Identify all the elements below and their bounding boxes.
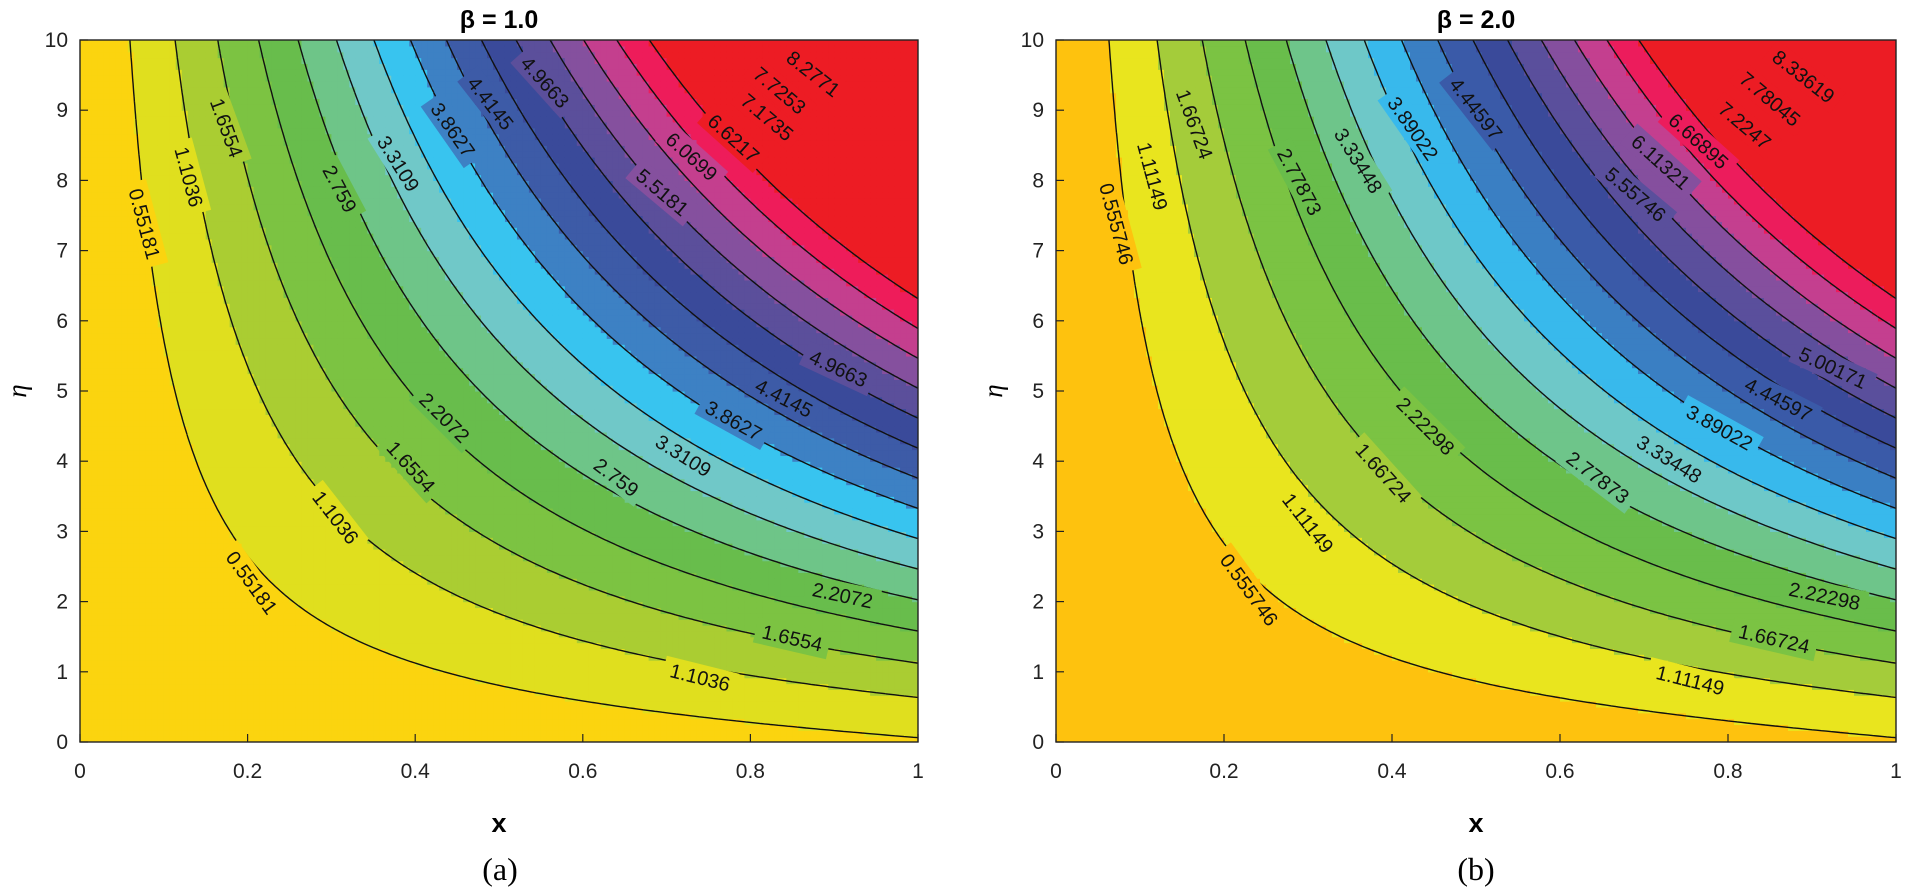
panel-title: β = 1.0	[460, 6, 539, 34]
x-tick-label: 0.4	[1377, 760, 1407, 783]
y-tick-label: 10	[45, 29, 68, 52]
y-tick-label: 3	[1032, 520, 1044, 543]
contour-line-3.33448	[1325, 40, 1896, 570]
y-tick-label: 2	[56, 591, 68, 614]
y-tick-label: 5	[56, 380, 68, 403]
x-tick-label: 0	[1050, 760, 1062, 783]
contour-line-3.8627	[373, 40, 918, 540]
contour-line-7.1735	[583, 40, 918, 359]
y-axis-label: η	[2, 384, 32, 397]
y-tick-label: 4	[56, 450, 68, 473]
x-tick-label: 0.2	[233, 760, 262, 783]
y-tick-label: 6	[1032, 310, 1044, 333]
x-tick-label: 0.2	[1209, 760, 1238, 783]
y-tick-label: 4	[1032, 450, 1044, 473]
x-tick-label: 0.8	[736, 760, 765, 783]
y-tick-label: 1	[1032, 661, 1044, 684]
y-tick-label: 9	[56, 99, 68, 122]
y-tick-label: 7	[1032, 240, 1044, 263]
y-tick-label: 0	[1032, 731, 1044, 754]
x-tick-label: 0	[74, 760, 86, 783]
y-tick-label: 8	[1032, 169, 1044, 192]
y-tick-label: 7	[56, 240, 68, 263]
x-tick-label: 1	[912, 760, 924, 783]
contour-line-6.11321	[1506, 40, 1896, 419]
y-tick-label: 3	[56, 520, 68, 543]
y-tick-label: 10	[1021, 29, 1044, 52]
y-tick-label: 0	[56, 731, 68, 754]
panel-title: β = 2.0	[1437, 6, 1516, 34]
x-tick-label: 1	[1890, 760, 1902, 783]
x-tick-label: 0.4	[401, 760, 431, 783]
x-tick-label: 0.6	[568, 760, 597, 783]
y-axis-label: η	[978, 384, 1008, 397]
x-tick-label: 0.8	[1713, 760, 1742, 783]
y-tick-label: 9	[1032, 99, 1044, 122]
contour-line-5.5181	[480, 40, 918, 449]
y-tick-label: 2	[1032, 591, 1044, 614]
panel-caption: (b)	[1457, 851, 1494, 887]
y-tick-label: 6	[56, 310, 68, 333]
y-tick-label: 5	[1032, 380, 1044, 403]
x-tick-label: 0.6	[1545, 760, 1574, 783]
contour-line-1.11149	[1156, 40, 1896, 699]
x-axis-label: x	[1468, 808, 1483, 838]
y-tick-label: 8	[56, 169, 68, 192]
x-axis-label: x	[491, 808, 506, 838]
y-tick-label: 1	[56, 661, 68, 684]
contour-line-7.78045	[1606, 40, 1896, 330]
panel-caption: (a)	[482, 851, 518, 887]
